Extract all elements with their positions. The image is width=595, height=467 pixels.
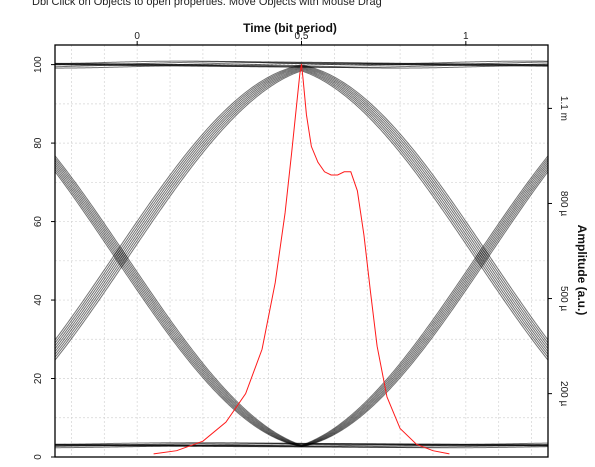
- x-axis-title: Time (bit period): [243, 21, 337, 35]
- eye-trace-low: [55, 442, 549, 446]
- histogram-line: [153, 63, 450, 455]
- eye-trace-rise-fall: [54, 68, 549, 355]
- x-tick-label: 0,5: [295, 31, 309, 42]
- y-tick-label: 100: [33, 56, 44, 73]
- x-tick-label: 0: [134, 31, 140, 42]
- eye-trace-high: [54, 61, 549, 66]
- eye-trace-low: [54, 442, 549, 446]
- y-tick-label: 20: [33, 373, 44, 385]
- y-tick-label: 60: [33, 216, 44, 228]
- y2-tick-label: 200 µ: [558, 381, 569, 406]
- y-tick-label: 40: [33, 294, 44, 306]
- eye-trace-rise-fall: [54, 69, 549, 358]
- eye-trace-high: [54, 60, 549, 65]
- y-tick-label: 0: [33, 454, 44, 460]
- y2-tick-label: 1.1 m: [558, 96, 569, 121]
- y2-tick-label: 500 µ: [558, 286, 569, 311]
- eye-trace-rise-fall: [54, 70, 549, 361]
- y2-tick-label: 800 µ: [558, 191, 569, 216]
- y2-axis-title: Amplitude (a.u.): [575, 225, 589, 316]
- y-tick-label: 80: [33, 137, 44, 149]
- histogram-series: [153, 63, 450, 455]
- x-tick-label: 1: [463, 31, 469, 42]
- axis-ticks: 0 0,5 1 0 20 40 60 80 100 200 µ 500 µ 800 µ 1.1 m: [33, 31, 569, 460]
- eye-trace-fall-rise: [54, 155, 549, 446]
- status-hint: Dbl Click on Objects to open properties.…: [32, 0, 382, 8]
